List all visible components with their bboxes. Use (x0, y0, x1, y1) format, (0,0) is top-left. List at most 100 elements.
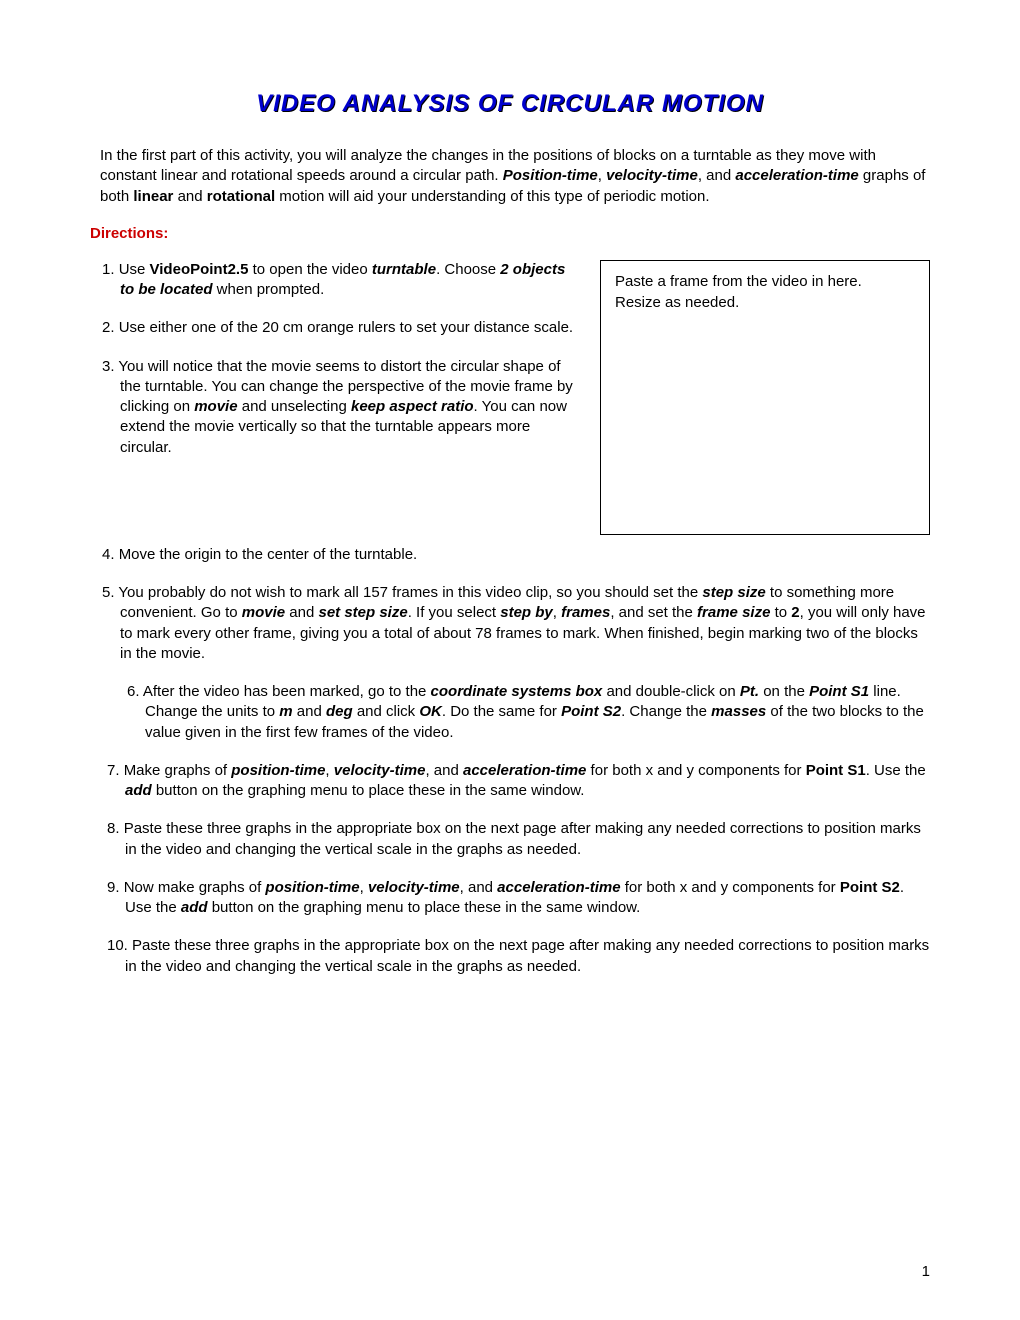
step-5-setstep: set step size (318, 604, 407, 621)
step-7-num: 7. (107, 762, 124, 779)
step-1-num: 1. (102, 261, 119, 278)
step-7-add: add (125, 782, 152, 799)
step-5-framesize: frame size (697, 604, 770, 621)
step-7-pt: position-time (231, 762, 325, 779)
step-6: 6. After the video has been marked, go t… (90, 682, 930, 743)
step-6-points2: Point S2 (561, 703, 621, 720)
intro-and-2: and (173, 188, 206, 205)
step-1-t4: when prompted. (213, 281, 325, 298)
step-3-t2: and unselecting (238, 398, 351, 415)
step-9-t4: button on the graphing menu to place the… (208, 899, 641, 916)
step-7-c1: , (325, 762, 333, 779)
step-2: 2. Use either one of the 20 cm orange ru… (90, 318, 582, 338)
step-9-c2: , and (460, 879, 498, 896)
intro-accel-time: acceleration-time (735, 167, 858, 184)
step-5-t5: , (553, 604, 561, 621)
step-5-t6: , and set the (610, 604, 697, 621)
step-5-frames: frames (561, 604, 610, 621)
step-9: 9. Now make graphs of position-time, vel… (90, 878, 930, 919)
step-6-ok: OK (419, 703, 442, 720)
directions-heading: Directions: (90, 225, 930, 242)
step-9-t2: for both x and y components for (621, 879, 840, 896)
step-8: 8. Paste these three graphs in the appro… (90, 819, 930, 860)
step-6-pt: Pt. (740, 683, 759, 700)
step-5: 5. You probably do not wish to mark all … (90, 583, 930, 664)
step-6-masses: masses (711, 703, 766, 720)
step-9-t1: Now make graphs of (124, 879, 266, 896)
step-3: 3. You will notice that the movie seems … (90, 357, 582, 458)
step-5-stepsize: step size (702, 584, 765, 601)
document-title: VIDEO ANALYSIS OF CIRCULAR MOTION (90, 90, 930, 118)
intro-and-1: , and (698, 167, 736, 184)
steps-left-column: 1. Use VideoPoint2.5 to open the video t… (90, 260, 582, 535)
step-3-movie: movie (194, 398, 237, 415)
step-10-text: Paste these three graphs in the appropri… (125, 937, 929, 974)
step-6-t1: After the video has been marked, go to t… (143, 683, 431, 700)
step-5-t4: . If you select (408, 604, 501, 621)
step-7-c2: , and (425, 762, 463, 779)
step-1-t3: . Choose (436, 261, 500, 278)
intro-rotational: rotational (207, 188, 275, 205)
step-6-m: m (279, 703, 292, 720)
step-2-num: 2. (102, 319, 119, 336)
intro-velocity-time: velocity-time (606, 167, 698, 184)
step-7-t2: for both x and y components for (586, 762, 805, 779)
video-box-line1: Paste a frame from the video in here. (615, 271, 915, 292)
step-5-t3: and (285, 604, 318, 621)
step-5-t7: to (770, 604, 791, 621)
step-6-points1: Point S1 (809, 683, 869, 700)
step-2-text: Use either one of the 20 cm orange ruler… (119, 319, 573, 336)
step-6-t8: . Change the (621, 703, 711, 720)
step-5-stepby: step by (500, 604, 553, 621)
intro-comma-1: , (598, 167, 606, 184)
step-9-num: 9. (107, 879, 124, 896)
step-4: 4. Move the origin to the center of the … (90, 545, 930, 565)
step-10-num: 10. (107, 937, 132, 954)
video-placeholder-box: Paste a frame from the video in here. Re… (600, 260, 930, 535)
step-1: 1. Use VideoPoint2.5 to open the video t… (90, 260, 582, 301)
step-8-text: Paste these three graphs in the appropri… (124, 820, 921, 857)
step-9-pt: position-time (265, 879, 359, 896)
step-7-at: acceleration-time (463, 762, 586, 779)
step-7-t4: button on the graphing menu to place the… (152, 782, 585, 799)
video-box-line2: Resize as needed. (615, 292, 915, 313)
step-1-turntable: turntable (372, 261, 436, 278)
step-4-text: Move the origin to the center of the tur… (119, 546, 418, 563)
step-4-num: 4. (102, 546, 119, 563)
step-7-t1: Make graphs of (124, 762, 232, 779)
step-6-t7: . Do the same for (442, 703, 561, 720)
step-9-add: add (181, 899, 208, 916)
step-7-points1: Point S1 (806, 762, 866, 779)
step-6-t5: and (293, 703, 326, 720)
step-9-c1: , (360, 879, 368, 896)
step-9-vt: velocity-time (368, 879, 460, 896)
step-1-t1: Use (119, 261, 150, 278)
step-6-t2: and double-click on (602, 683, 740, 700)
intro-text-3: motion will aid your understanding of th… (275, 188, 709, 205)
step-10: 10. Paste these three graphs in the appr… (90, 936, 930, 977)
top-content-row: 1. Use VideoPoint2.5 to open the video t… (90, 260, 930, 535)
step-5-num: 5. (102, 584, 118, 601)
step-6-t6: and click (353, 703, 420, 720)
intro-linear: linear (133, 188, 173, 205)
step-9-points2: Point S2 (840, 879, 900, 896)
step-1-t2: to open the video (248, 261, 371, 278)
step-7: 7. Make graphs of position-time, velocit… (90, 761, 930, 802)
step-5-two: 2 (791, 604, 799, 621)
video-frame-column: Paste a frame from the video in here. Re… (600, 260, 930, 535)
step-7-vt: velocity-time (334, 762, 426, 779)
step-5-t1: You probably do not wish to mark all 157… (118, 584, 702, 601)
step-5-movie: movie (242, 604, 285, 621)
step-1-videopoint: VideoPoint2.5 (150, 261, 249, 278)
intro-paragraph: In the first part of this activity, you … (100, 146, 930, 207)
step-6-num: 6. (127, 683, 143, 700)
step-3-num: 3. (102, 358, 118, 375)
step-9-at: acceleration-time (497, 879, 620, 896)
intro-position-time: Position-time (503, 167, 598, 184)
step-3-aspect: keep aspect ratio (351, 398, 474, 415)
step-7-t3: . Use the (866, 762, 926, 779)
step-8-num: 8. (107, 820, 124, 837)
step-6-coordbox: coordinate systems box (431, 683, 603, 700)
page-number: 1 (922, 1263, 930, 1280)
step-6-t3: on the (759, 683, 809, 700)
